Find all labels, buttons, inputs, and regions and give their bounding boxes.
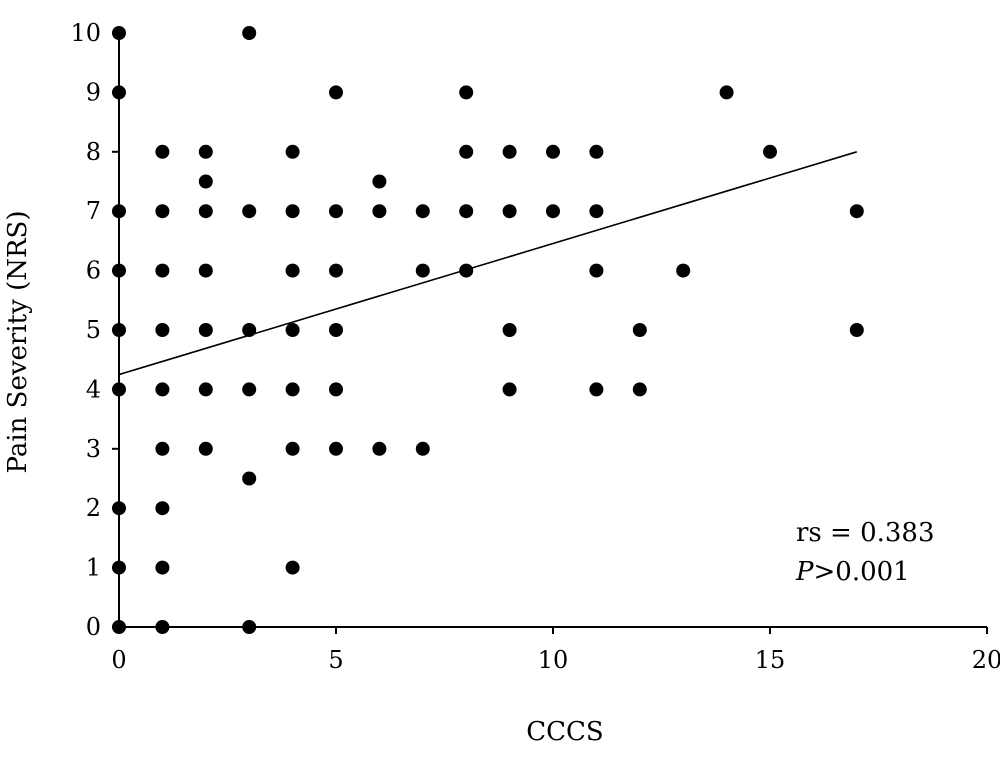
trendline-group — [118, 151, 858, 376]
y-tick-label: 1 — [86, 554, 101, 582]
data-point — [285, 323, 300, 337]
y-tick-label: 7 — [86, 197, 101, 225]
data-points — [112, 26, 864, 634]
data-point — [198, 144, 213, 159]
data-point — [329, 85, 343, 100]
data-point — [849, 323, 864, 337]
data-point — [242, 620, 257, 634]
data-point — [676, 263, 691, 278]
data-point — [372, 174, 387, 189]
data-point — [459, 263, 474, 278]
data-point — [112, 263, 126, 278]
data-point — [415, 441, 430, 456]
data-point — [198, 382, 213, 397]
data-point — [415, 263, 430, 278]
data-point — [155, 501, 170, 516]
y-tick-label: 3 — [86, 435, 101, 463]
data-point — [155, 560, 170, 575]
data-point — [155, 144, 170, 159]
data-point — [155, 323, 170, 337]
data-point — [198, 263, 213, 278]
y-tick-label: 4 — [86, 375, 101, 403]
x-tick-label: 5 — [328, 646, 343, 674]
data-point — [502, 204, 517, 219]
data-point — [502, 144, 517, 159]
rs-annotation: rs = 0.383 — [796, 518, 935, 548]
x-tick-label: 0 — [111, 646, 126, 674]
y-axis-title: Pain Severity (NRS) — [3, 211, 33, 474]
x-axis-title: CCCS — [526, 717, 604, 747]
data-point — [329, 204, 343, 219]
data-point — [285, 441, 300, 456]
data-point — [112, 26, 126, 40]
data-point — [112, 204, 126, 219]
x-tick-label: 15 — [755, 646, 786, 674]
data-point — [546, 204, 560, 219]
data-point — [589, 382, 604, 397]
data-point — [502, 382, 517, 397]
data-point — [242, 323, 257, 337]
data-point — [198, 323, 213, 337]
data-point — [285, 263, 300, 278]
data-point — [198, 441, 213, 456]
data-point — [112, 620, 126, 634]
x-tick-label: 20 — [972, 646, 1000, 674]
data-point — [285, 204, 300, 219]
p-letter: P — [795, 557, 814, 587]
y-tick-label: 0 — [86, 613, 101, 641]
y-tick-label: 2 — [86, 494, 101, 522]
data-point — [329, 441, 343, 456]
data-point — [112, 382, 126, 397]
data-point — [546, 144, 560, 159]
x-tick-label: 10 — [538, 646, 569, 674]
y-tick-label: 6 — [86, 257, 101, 285]
data-point — [329, 263, 343, 278]
data-point — [285, 144, 300, 159]
data-point — [242, 382, 257, 397]
data-point — [459, 85, 474, 100]
data-point — [112, 560, 126, 575]
data-point — [502, 323, 517, 337]
data-point — [459, 204, 474, 219]
data-point — [329, 382, 343, 397]
data-point — [849, 204, 864, 219]
trendline — [118, 151, 858, 376]
data-point — [155, 441, 170, 456]
y-tick-label: 8 — [86, 138, 101, 166]
data-point — [198, 204, 213, 219]
data-point — [589, 263, 604, 278]
data-point — [242, 204, 257, 219]
y-tick-label: 10 — [70, 19, 101, 47]
data-point — [719, 85, 734, 100]
data-point — [632, 323, 647, 337]
data-point — [285, 560, 300, 575]
data-point — [155, 263, 170, 278]
x-axis-ticks: 0 5 10 15 20 — [111, 627, 1000, 674]
data-point — [589, 204, 604, 219]
data-point — [242, 471, 257, 486]
data-point — [763, 144, 777, 159]
p-value-annotation: P>0.001 — [795, 557, 910, 587]
data-point — [112, 323, 126, 337]
data-point — [112, 85, 126, 100]
data-point — [415, 204, 430, 219]
data-point — [459, 144, 474, 159]
p-value-text: >0.001 — [814, 557, 910, 587]
y-tick-label: 5 — [86, 316, 101, 344]
data-point — [155, 620, 170, 634]
y-tick-label: 9 — [86, 78, 101, 106]
data-point — [589, 144, 604, 159]
data-point — [372, 441, 387, 456]
data-point — [329, 323, 343, 337]
y-axis-ticks: 0 1 2 3 4 5 6 7 8 9 10 — [70, 19, 119, 641]
data-point — [155, 204, 170, 219]
data-point — [242, 26, 257, 40]
data-point — [372, 204, 387, 219]
data-point — [285, 382, 300, 397]
data-point — [198, 174, 213, 189]
data-point — [112, 501, 126, 516]
data-point — [155, 382, 170, 397]
data-point — [632, 382, 647, 397]
